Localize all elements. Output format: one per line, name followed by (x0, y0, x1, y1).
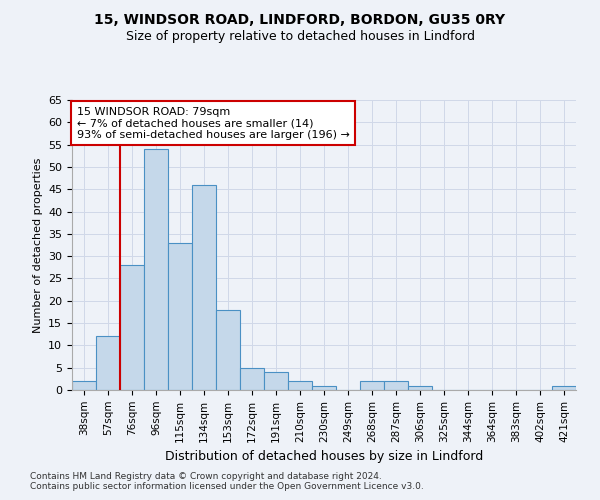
Text: Contains public sector information licensed under the Open Government Licence v3: Contains public sector information licen… (30, 482, 424, 491)
Text: 15 WINDSOR ROAD: 79sqm
← 7% of detached houses are smaller (14)
93% of semi-deta: 15 WINDSOR ROAD: 79sqm ← 7% of detached … (77, 106, 350, 140)
Bar (120, 265, 144, 390)
Bar (288, 381, 312, 390)
Bar (192, 185, 216, 390)
Bar (360, 381, 384, 390)
Text: Size of property relative to detached houses in Lindford: Size of property relative to detached ho… (125, 30, 475, 43)
Bar (144, 149, 168, 390)
Bar (168, 243, 192, 390)
Y-axis label: Number of detached properties: Number of detached properties (32, 158, 43, 332)
Bar (408, 386, 432, 390)
Bar (240, 368, 264, 390)
Bar (552, 386, 576, 390)
Bar (264, 372, 288, 390)
Text: Contains HM Land Registry data © Crown copyright and database right 2024.: Contains HM Land Registry data © Crown c… (30, 472, 382, 481)
Bar (72, 381, 96, 390)
X-axis label: Distribution of detached houses by size in Lindford: Distribution of detached houses by size … (165, 450, 483, 463)
Text: 15, WINDSOR ROAD, LINDFORD, BORDON, GU35 0RY: 15, WINDSOR ROAD, LINDFORD, BORDON, GU35… (94, 12, 506, 26)
Bar (384, 381, 408, 390)
Bar (216, 310, 240, 390)
Bar (312, 386, 336, 390)
Bar (96, 336, 120, 390)
